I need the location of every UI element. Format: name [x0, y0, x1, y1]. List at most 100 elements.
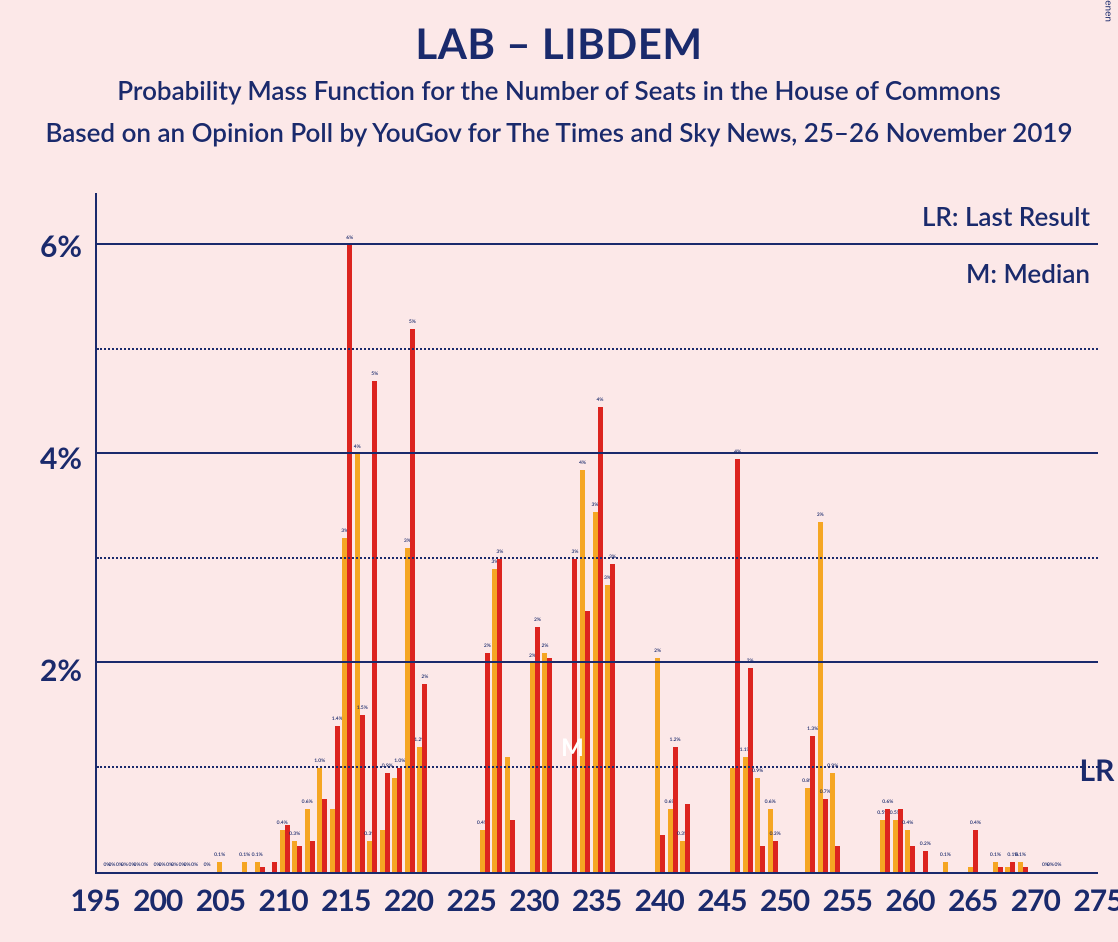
gridline-major — [97, 661, 1098, 663]
bar-label: 2% — [534, 617, 541, 623]
bar-pair: 3%5% — [405, 193, 415, 872]
bar-label: 0.1% — [990, 852, 1001, 858]
bar-pair: 2%2% — [530, 193, 540, 872]
page-subtitle: Probability Mass Function for the Number… — [0, 74, 1118, 106]
bar-pair: 3%3% — [605, 193, 615, 872]
bar-label: 0% — [141, 862, 148, 868]
bar-pair: 0%0% — [167, 193, 177, 872]
bar-pair: 1.4% — [330, 193, 340, 872]
bar-label: 4% — [354, 444, 361, 450]
bar-label: 6% — [346, 235, 353, 241]
bar-pair: 0.5%0.6% — [880, 193, 890, 872]
bar-label: 0% — [184, 862, 191, 868]
x-tick-label: 195 — [70, 882, 119, 918]
bar-pair: 0.1% — [217, 193, 227, 872]
bar-red — [585, 611, 590, 872]
y-axis: 2%4%6% — [30, 193, 90, 882]
bar-pair: 1.0% — [392, 193, 402, 872]
bar-pair: 0.4% — [905, 193, 915, 872]
bar-label: 0.1% — [1015, 852, 1026, 858]
page-subtitle2: Based on an Opinion Poll by YouGov for T… — [0, 116, 1118, 148]
bar-pair: 4% — [730, 193, 740, 872]
bar-red — [685, 804, 690, 872]
bar-pair — [517, 193, 527, 872]
bar-pair: 0%0% — [180, 193, 190, 872]
bar-red: 4% — [735, 459, 740, 872]
bar-label: 5% — [409, 319, 416, 325]
bar-red — [898, 809, 903, 872]
bar-label: 3% — [817, 512, 824, 518]
bar-label: 4% — [597, 397, 604, 403]
bar-label: 0% — [191, 862, 198, 868]
bar-red — [660, 835, 665, 872]
bar-pair: 0.1% — [255, 193, 265, 872]
bar-label: 1.0% — [394, 758, 405, 764]
bar-pair: 0.1% — [943, 193, 953, 872]
bar-pair: 0.3% — [292, 193, 302, 872]
bar-red: 0.4% — [973, 830, 978, 872]
bar-red: 0.3% — [773, 841, 778, 872]
x-tick-label: 240 — [635, 882, 684, 918]
bar-red — [260, 867, 265, 872]
x-tick-label: 230 — [509, 882, 558, 918]
bar-pair — [780, 193, 790, 872]
bar-red — [310, 841, 315, 872]
gridline-major — [97, 243, 1098, 245]
bar-label: 3% — [496, 549, 503, 555]
bar-pair: 0%0% — [117, 193, 127, 872]
x-tick-label: 260 — [885, 882, 934, 918]
bar-orange: 0.1% — [943, 862, 948, 872]
bar-red: 3% — [572, 559, 577, 872]
bar-pair: 0.1% — [1005, 193, 1015, 872]
bar-pair: 0.6% — [305, 193, 315, 872]
gridline-minor — [97, 557, 1098, 559]
legend-last-result: LR: Last Result — [922, 200, 1090, 232]
gridline-minor — [97, 766, 1098, 768]
legend-median: M: Median — [966, 257, 1090, 289]
bar-red: 4% — [598, 407, 603, 872]
bar-pair — [442, 193, 452, 872]
x-tick-label: 215 — [321, 882, 370, 918]
bar-label: 1.2% — [670, 737, 681, 743]
bar-pair — [555, 193, 565, 872]
bar-pair — [843, 193, 853, 872]
bar-pair — [868, 193, 878, 872]
x-tick-label: 250 — [760, 882, 809, 918]
bar-pair: 3%6% — [342, 193, 352, 872]
bar-red: 1.5% — [360, 715, 365, 872]
bar-pair — [1068, 193, 1078, 872]
bar-pair: 0.9% — [830, 193, 840, 872]
bar-pair — [930, 193, 940, 872]
bar-red — [510, 820, 515, 872]
bar-label: 0.1% — [239, 852, 250, 858]
bar-red — [835, 846, 840, 872]
bar-pair: 4% — [580, 193, 590, 872]
bar-orange: 0.1% — [217, 862, 222, 872]
bar-orange: 0.1% — [242, 862, 247, 872]
bars-container: 0%0%0%0%0%0%0%0%0%0%0%0%0%0%0%0.1%0.1%0.… — [97, 193, 1098, 872]
bar-pair: 0.1% — [1018, 193, 1028, 872]
y-tick-label: 4% — [40, 440, 82, 476]
bar-pair: 0.8%1.3% — [805, 193, 815, 872]
bar-pair: 4% 1.5% — [355, 193, 365, 872]
x-tick-label: 245 — [697, 882, 746, 918]
x-tick-label: 275 — [1073, 882, 1118, 918]
bar-label: 0.1% — [214, 852, 225, 858]
bar-pair: 2% — [655, 193, 665, 872]
bar-red — [760, 846, 765, 872]
bar-label: 0% — [134, 862, 141, 868]
bar-pair — [793, 193, 803, 872]
bar-label: 0% — [204, 862, 211, 868]
bar-label: 0.6% — [882, 799, 893, 805]
x-tick-label: 270 — [1011, 882, 1060, 918]
y-tick-label: 6% — [40, 228, 82, 264]
bar-label: 0.4% — [902, 820, 913, 826]
bar-label: 0.3% — [289, 831, 300, 837]
bar-pair — [630, 193, 640, 872]
bar-pair: 0% — [142, 193, 152, 872]
copyright: © 2019 Filip van Laenen — [1102, 0, 1114, 22]
bar-red: 0.6% — [885, 809, 890, 872]
bar-pair — [955, 193, 965, 872]
bar-red — [272, 862, 277, 872]
bar-pair — [643, 193, 653, 872]
